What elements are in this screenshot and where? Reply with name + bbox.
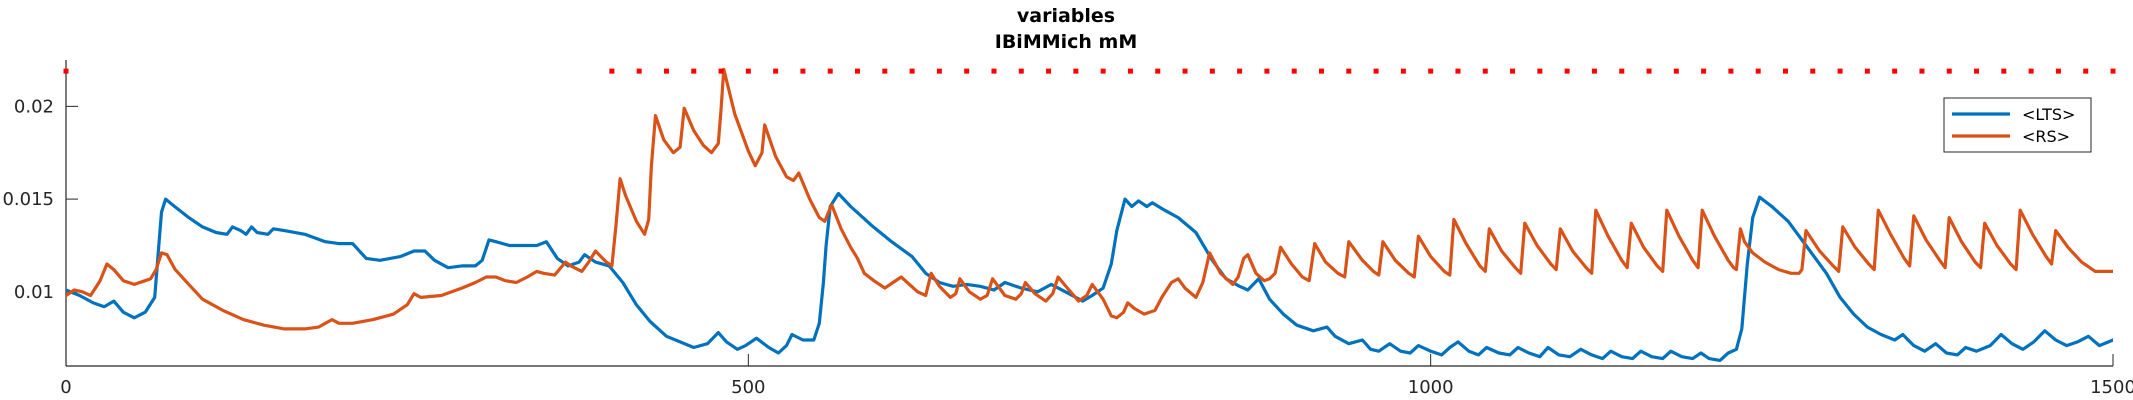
- event-marker: [1564, 68, 1570, 74]
- event-marker: [63, 68, 69, 74]
- event-marker: [1400, 68, 1406, 74]
- event-marker: [1974, 68, 1980, 74]
- event-marker: [1482, 68, 1488, 74]
- event-marker: [964, 68, 970, 74]
- event-marker: [991, 68, 997, 74]
- y-tick-label: 0.015: [2, 189, 54, 210]
- event-marker: [1237, 68, 1243, 74]
- event-marker: [1209, 68, 1215, 74]
- event-marker: [1318, 68, 1324, 74]
- event-marker: [1182, 68, 1188, 74]
- event-marker: [1755, 68, 1761, 74]
- event-marker: [609, 68, 615, 74]
- series-line-0: [66, 191, 2113, 362]
- event-marker: [1373, 68, 1379, 74]
- event-marker: [1619, 68, 1625, 74]
- y-tick-label: 0.01: [14, 282, 54, 303]
- event-marker: [1892, 68, 1898, 74]
- legend-box: [1943, 97, 2092, 153]
- event-marker: [2055, 68, 2061, 74]
- event-marker: [718, 68, 724, 74]
- event-marker: [1646, 68, 1652, 74]
- event-marker: [827, 68, 833, 74]
- event-marker: [2110, 68, 2116, 74]
- event-marker: [855, 68, 861, 74]
- x-tick-label: 1500: [2090, 377, 2133, 398]
- event-marker: [1428, 68, 1434, 74]
- y-tick-label: 0.02: [14, 96, 54, 117]
- chart-subtitle: IBiMMich mM: [995, 31, 1138, 53]
- event-marker: [1018, 68, 1024, 74]
- event-marker: [1510, 68, 1516, 74]
- event-marker: [1782, 68, 1788, 74]
- marker-layer: [63, 68, 2116, 74]
- series-layer: [66, 67, 2113, 362]
- event-marker: [1728, 68, 1734, 74]
- event-marker: [1919, 68, 1925, 74]
- event-marker: [1155, 68, 1161, 74]
- chart-legend: <LTS> <RS>: [1943, 97, 2092, 153]
- chart-title: variables: [1017, 5, 1115, 27]
- event-marker: [1455, 68, 1461, 74]
- event-marker: [745, 68, 751, 74]
- x-tick-label: 1000: [1408, 377, 1454, 398]
- event-marker: [1100, 68, 1106, 74]
- event-marker: [1673, 68, 1679, 74]
- event-marker: [1264, 68, 1270, 74]
- event-marker: [1127, 68, 1133, 74]
- event-marker: [1810, 68, 1816, 74]
- event-marker: [1701, 68, 1707, 74]
- legend-label-1: <RS>: [2022, 127, 2070, 146]
- event-marker: [636, 68, 642, 74]
- legend-label-0: <LTS>: [2022, 105, 2075, 124]
- event-marker: [691, 68, 697, 74]
- event-marker: [663, 68, 669, 74]
- event-marker: [1537, 68, 1543, 74]
- event-marker: [1946, 68, 1952, 74]
- x-tick-label: 500: [731, 377, 765, 398]
- event-marker: [1591, 68, 1597, 74]
- event-marker: [1346, 68, 1352, 74]
- event-marker: [882, 68, 888, 74]
- event-marker: [1291, 68, 1297, 74]
- event-marker: [773, 68, 779, 74]
- event-marker: [936, 68, 942, 74]
- series-line-1: [66, 67, 2113, 331]
- event-marker: [800, 68, 806, 74]
- chart-axes: 0 500 1000 1500 0.01 0.015 0.02: [2, 60, 2133, 398]
- event-marker: [909, 68, 915, 74]
- event-marker: [1837, 68, 1843, 74]
- event-marker: [1864, 68, 1870, 74]
- event-marker: [2001, 68, 2007, 74]
- event-marker: [2028, 68, 2034, 74]
- event-marker: [1046, 68, 1052, 74]
- event-marker: [1073, 68, 1079, 74]
- x-tick-label: 0: [60, 377, 71, 398]
- event-marker: [2083, 68, 2089, 74]
